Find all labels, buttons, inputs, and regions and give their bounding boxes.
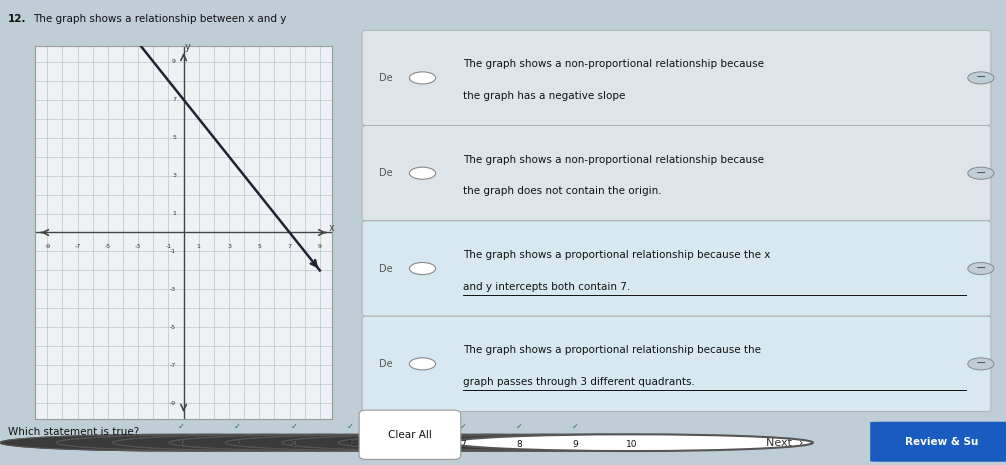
Text: Clear All: Clear All — [388, 430, 432, 440]
Text: -1: -1 — [170, 249, 176, 254]
Text: −: − — [976, 358, 986, 370]
Circle shape — [451, 434, 813, 451]
Text: 4: 4 — [291, 439, 297, 449]
Circle shape — [394, 434, 757, 451]
Text: ✓: ✓ — [234, 422, 240, 432]
Text: 9: 9 — [572, 439, 578, 449]
Text: 4: 4 — [291, 439, 297, 449]
Circle shape — [56, 434, 418, 451]
Text: 1: 1 — [172, 211, 176, 216]
Text: y: y — [184, 41, 190, 52]
Text: 2: 2 — [178, 439, 184, 449]
Circle shape — [225, 434, 588, 451]
Text: 6: 6 — [403, 439, 409, 449]
Text: -7: -7 — [170, 363, 176, 368]
Text: ✓: ✓ — [572, 422, 578, 432]
Text: 3: 3 — [172, 173, 176, 178]
Text: 7: 7 — [460, 439, 466, 449]
Text: 6: 6 — [403, 439, 409, 449]
Text: −: − — [976, 72, 986, 84]
Text: -5: -5 — [170, 325, 176, 330]
Text: x: x — [329, 223, 335, 233]
Circle shape — [282, 434, 644, 451]
Text: 7: 7 — [172, 97, 176, 102]
Text: 9: 9 — [318, 244, 322, 249]
Circle shape — [394, 434, 757, 451]
Text: and y intercepts both contain 7.: and y intercepts both contain 7. — [463, 282, 630, 292]
Text: The graph shows a proportional relationship because the: The graph shows a proportional relations… — [463, 345, 761, 355]
Text: 12.: 12. — [8, 14, 26, 24]
Text: The graph shows a relationship between x and y: The graph shows a relationship between x… — [33, 14, 287, 24]
Text: -5: -5 — [105, 244, 111, 249]
Text: Next  ›: Next › — [766, 438, 804, 448]
Text: 3: 3 — [234, 439, 240, 449]
Text: the graph has a negative slope: the graph has a negative slope — [463, 91, 625, 101]
Text: 9: 9 — [572, 439, 578, 449]
Text: −: − — [976, 167, 986, 179]
Text: 5: 5 — [258, 244, 262, 249]
Circle shape — [0, 434, 362, 451]
Text: 8: 8 — [516, 439, 522, 449]
Text: 3: 3 — [234, 439, 240, 449]
Circle shape — [56, 434, 418, 451]
Text: The graph shows a proportional relationship because the x: The graph shows a proportional relations… — [463, 250, 771, 260]
Text: 7: 7 — [288, 244, 292, 249]
Text: graph passes through 3 different quadrants.: graph passes through 3 different quadran… — [463, 377, 694, 387]
Circle shape — [169, 434, 531, 451]
Text: 9: 9 — [172, 59, 176, 64]
Circle shape — [225, 434, 588, 451]
Text: De: De — [379, 168, 393, 178]
Text: -9: -9 — [44, 244, 50, 249]
Text: De: De — [379, 359, 393, 369]
Text: ✓: ✓ — [178, 422, 184, 432]
Text: Which statement is true?: Which statement is true? — [8, 427, 139, 438]
Circle shape — [169, 434, 531, 451]
Text: ✓: ✓ — [347, 422, 353, 432]
Text: ✓: ✓ — [460, 422, 466, 432]
Text: ✓: ✓ — [291, 422, 297, 432]
Text: 3: 3 — [227, 244, 231, 249]
Circle shape — [113, 434, 475, 451]
Text: Review & Su: Review & Su — [905, 437, 978, 447]
Text: -7: -7 — [74, 244, 80, 249]
Text: 10: 10 — [626, 439, 638, 449]
Text: 5: 5 — [172, 135, 176, 140]
Text: De: De — [379, 264, 393, 273]
Text: −: − — [976, 262, 986, 275]
Circle shape — [338, 434, 700, 451]
Text: The graph shows a non-proportional relationship because: The graph shows a non-proportional relat… — [463, 154, 764, 165]
Text: The graph shows a non-proportional relationship because: The graph shows a non-proportional relat… — [463, 59, 764, 69]
Circle shape — [113, 434, 475, 451]
Text: -1: -1 — [165, 244, 171, 249]
Circle shape — [282, 434, 644, 451]
Text: 7: 7 — [460, 439, 466, 449]
FancyBboxPatch shape — [870, 422, 1006, 462]
Text: ✓: ✓ — [403, 422, 409, 432]
Text: 8: 8 — [516, 439, 522, 449]
Text: De: De — [379, 73, 393, 83]
Text: -3: -3 — [135, 244, 141, 249]
Text: ✓: ✓ — [516, 422, 522, 432]
Text: 5: 5 — [347, 439, 353, 449]
Text: -3: -3 — [170, 287, 176, 292]
Circle shape — [0, 434, 362, 451]
Text: the graph does not contain the origin.: the graph does not contain the origin. — [463, 186, 661, 196]
Text: -9: -9 — [170, 401, 176, 406]
Text: 2: 2 — [178, 439, 184, 449]
Text: 5: 5 — [347, 439, 353, 449]
Circle shape — [338, 434, 700, 451]
Text: 1: 1 — [197, 244, 200, 249]
